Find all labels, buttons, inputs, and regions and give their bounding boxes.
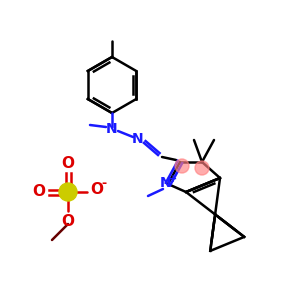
Text: +: + bbox=[169, 174, 177, 184]
Text: N: N bbox=[160, 176, 172, 190]
Text: O: O bbox=[91, 182, 103, 196]
Text: O: O bbox=[32, 184, 46, 200]
Text: S: S bbox=[64, 185, 73, 199]
Text: N: N bbox=[106, 122, 118, 136]
Text: O: O bbox=[61, 214, 74, 229]
Circle shape bbox=[175, 159, 189, 173]
Text: N: N bbox=[132, 132, 144, 146]
Circle shape bbox=[59, 183, 77, 201]
Text: O: O bbox=[61, 157, 74, 172]
Circle shape bbox=[195, 161, 209, 175]
Text: -: - bbox=[101, 178, 106, 190]
